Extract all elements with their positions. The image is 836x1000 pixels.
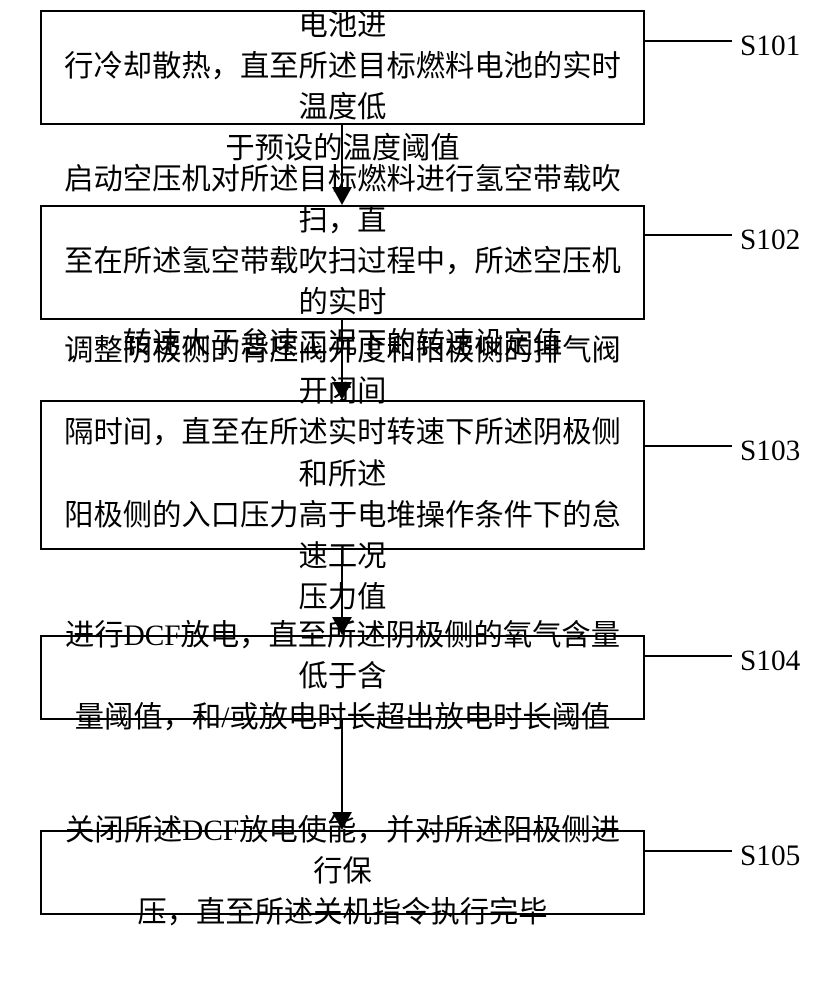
flow-node-s103: 调整阴极侧的背压阀开度和阳极侧的排气阀开闭间 隔时间，直至在所述实时转速下所述阴… <box>40 400 645 550</box>
arrow-s103-s104 <box>332 550 352 635</box>
leader-line <box>645 445 732 447</box>
leader-line <box>645 850 732 852</box>
arrow-s104-s105 <box>332 720 352 830</box>
arrow-shaft <box>341 720 343 814</box>
arrow-shaft <box>341 125 343 189</box>
arrow-head-icon <box>332 187 352 205</box>
leader-line <box>645 655 732 657</box>
flow-node-s102: 启动空压机对所述目标燃料进行氢空带载吹扫，直 至在所述氢空带载吹扫过程中，所述空… <box>40 205 645 320</box>
arrow-head-icon <box>332 617 352 635</box>
arrow-s101-s102 <box>332 125 352 205</box>
step-label-s105: S105 <box>740 840 800 873</box>
step-label-s103: S103 <box>740 435 800 468</box>
leader-line <box>645 40 732 42</box>
step-label-s101: S101 <box>740 30 800 63</box>
leader-line <box>645 234 732 236</box>
arrow-head-icon <box>332 382 352 400</box>
arrow-s102-s103 <box>332 320 352 400</box>
flow-node-s104: 进行DCF放电，直至所述阴极侧的氧气含量低于含 量阈值，和/或放电时长超出放电时… <box>40 635 645 720</box>
step-label-s102: S102 <box>740 224 800 257</box>
flow-node-s101: 响应于关机指令，启动冷却系统对目标燃料电池进 行冷却散热，直至所述目标燃料电池的… <box>40 10 645 125</box>
arrow-head-icon <box>332 812 352 830</box>
arrow-shaft <box>341 550 343 619</box>
flowchart-canvas: 响应于关机指令，启动冷却系统对目标燃料电池进 行冷却散热，直至所述目标燃料电池的… <box>0 0 836 1000</box>
step-label-s104: S104 <box>740 645 800 678</box>
arrow-shaft <box>341 320 343 384</box>
flow-node-s105: 关闭所述DCF放电使能，并对所述阳极侧进行保 压，直至所述关机指令执行完毕 <box>40 830 645 915</box>
